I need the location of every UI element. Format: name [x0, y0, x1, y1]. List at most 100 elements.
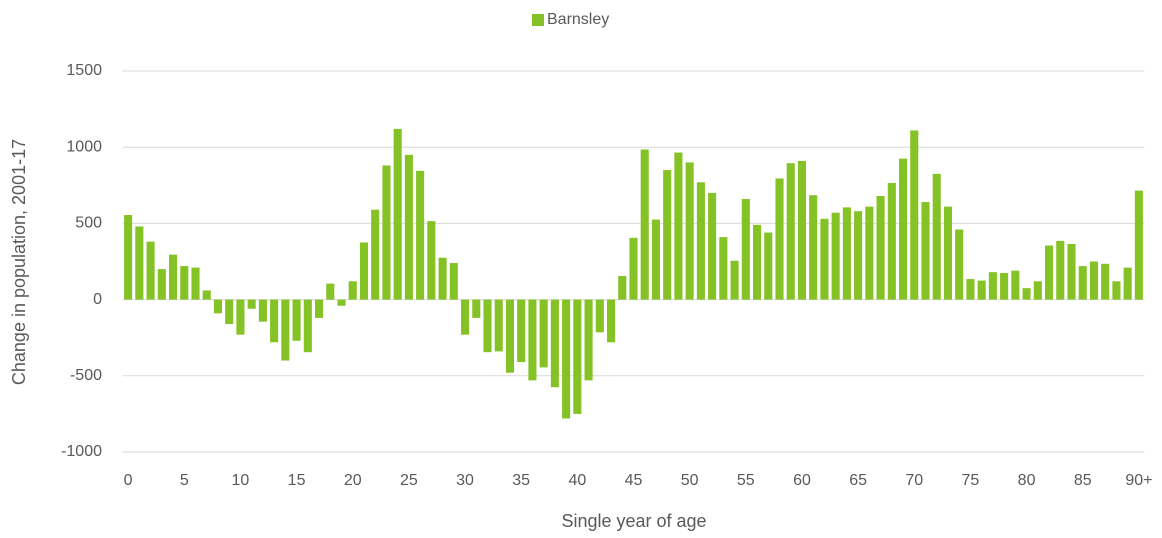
x-tick-label: 70	[905, 472, 923, 489]
bar	[550, 299, 559, 388]
bar	[427, 221, 436, 300]
bar	[539, 299, 548, 368]
bar	[651, 219, 661, 300]
legend-label: Barnsley	[547, 11, 609, 28]
x-tick-label: 15	[288, 472, 306, 489]
bar	[775, 178, 784, 300]
x-tick-label: 60	[793, 472, 811, 489]
x-tick-label: 0	[124, 472, 133, 489]
y-axis-title: Change in population, 2001-17	[9, 139, 29, 385]
bar	[977, 280, 986, 300]
bar	[696, 182, 705, 300]
y-tick-label: 500	[75, 215, 102, 232]
bar	[337, 299, 346, 306]
bar	[831, 212, 840, 300]
bar	[618, 275, 627, 300]
bar	[595, 299, 604, 333]
bar	[786, 163, 795, 300]
bar	[854, 211, 863, 300]
x-tick-label: 10	[232, 472, 250, 489]
bar	[809, 195, 818, 300]
x-tick-label: 35	[512, 472, 530, 489]
bar	[988, 272, 997, 300]
y-tick-label: 1000	[66, 138, 102, 155]
x-tick-label: 65	[849, 472, 867, 489]
x-tick-label: 20	[344, 472, 362, 489]
bar	[326, 283, 335, 300]
bar	[191, 267, 200, 300]
y-tick-label: 1500	[66, 62, 102, 79]
bar	[213, 299, 223, 314]
bar	[865, 206, 874, 300]
bar	[371, 209, 380, 300]
bar	[842, 207, 851, 300]
bar	[494, 299, 503, 352]
bar	[606, 299, 616, 343]
bar	[764, 232, 773, 300]
bar	[404, 154, 413, 300]
x-tick-label: 80	[1018, 472, 1036, 489]
x-tick-label: 55	[737, 472, 755, 489]
bar	[472, 299, 481, 318]
bar	[146, 241, 155, 300]
bar	[528, 299, 537, 381]
bar	[752, 224, 762, 300]
bar	[180, 266, 189, 300]
bar	[730, 260, 739, 300]
x-tick-label: 50	[681, 472, 699, 489]
bar	[505, 299, 515, 373]
bar	[449, 263, 458, 300]
bar	[741, 199, 750, 300]
bar	[416, 170, 425, 300]
bar	[517, 299, 526, 363]
y-tick-label: -500	[70, 367, 102, 384]
bar	[1000, 272, 1009, 300]
bar	[348, 281, 357, 300]
bar	[438, 257, 447, 300]
bar	[562, 299, 571, 419]
bar	[382, 165, 391, 300]
bar	[1044, 245, 1054, 300]
bar	[573, 299, 582, 414]
bar	[876, 195, 885, 300]
x-tick-label: 30	[456, 472, 474, 489]
bar	[292, 299, 301, 341]
bar	[483, 299, 492, 353]
bar	[1067, 243, 1076, 300]
bar	[674, 152, 683, 300]
x-axis-title: Single year of age	[561, 511, 706, 531]
bar	[1123, 267, 1132, 300]
bar	[1056, 240, 1065, 300]
x-tick-label: 45	[625, 472, 643, 489]
bar	[314, 299, 324, 318]
bar	[685, 162, 694, 300]
bar	[708, 192, 717, 300]
bar	[225, 299, 234, 324]
bar	[168, 254, 178, 300]
bar	[1089, 261, 1099, 300]
bar	[1101, 263, 1110, 300]
bar	[135, 226, 144, 300]
x-tick-label: 90+	[1125, 472, 1152, 489]
bar	[258, 299, 267, 322]
bar	[921, 202, 930, 300]
bar	[820, 218, 829, 300]
bar	[584, 299, 593, 381]
bar	[932, 173, 941, 300]
bar	[359, 242, 369, 300]
bar	[910, 130, 919, 300]
x-tick-label: 85	[1074, 472, 1092, 489]
bar	[1078, 266, 1087, 300]
bar	[719, 237, 728, 300]
legend-swatch	[532, 14, 544, 26]
bar	[1112, 281, 1121, 300]
x-tick-label: 25	[400, 472, 418, 489]
bar	[1033, 281, 1042, 300]
bar	[1022, 288, 1031, 300]
bar	[281, 299, 290, 361]
bar	[1011, 270, 1020, 300]
bar	[202, 290, 211, 300]
bar	[124, 215, 133, 300]
bar	[1134, 190, 1143, 300]
